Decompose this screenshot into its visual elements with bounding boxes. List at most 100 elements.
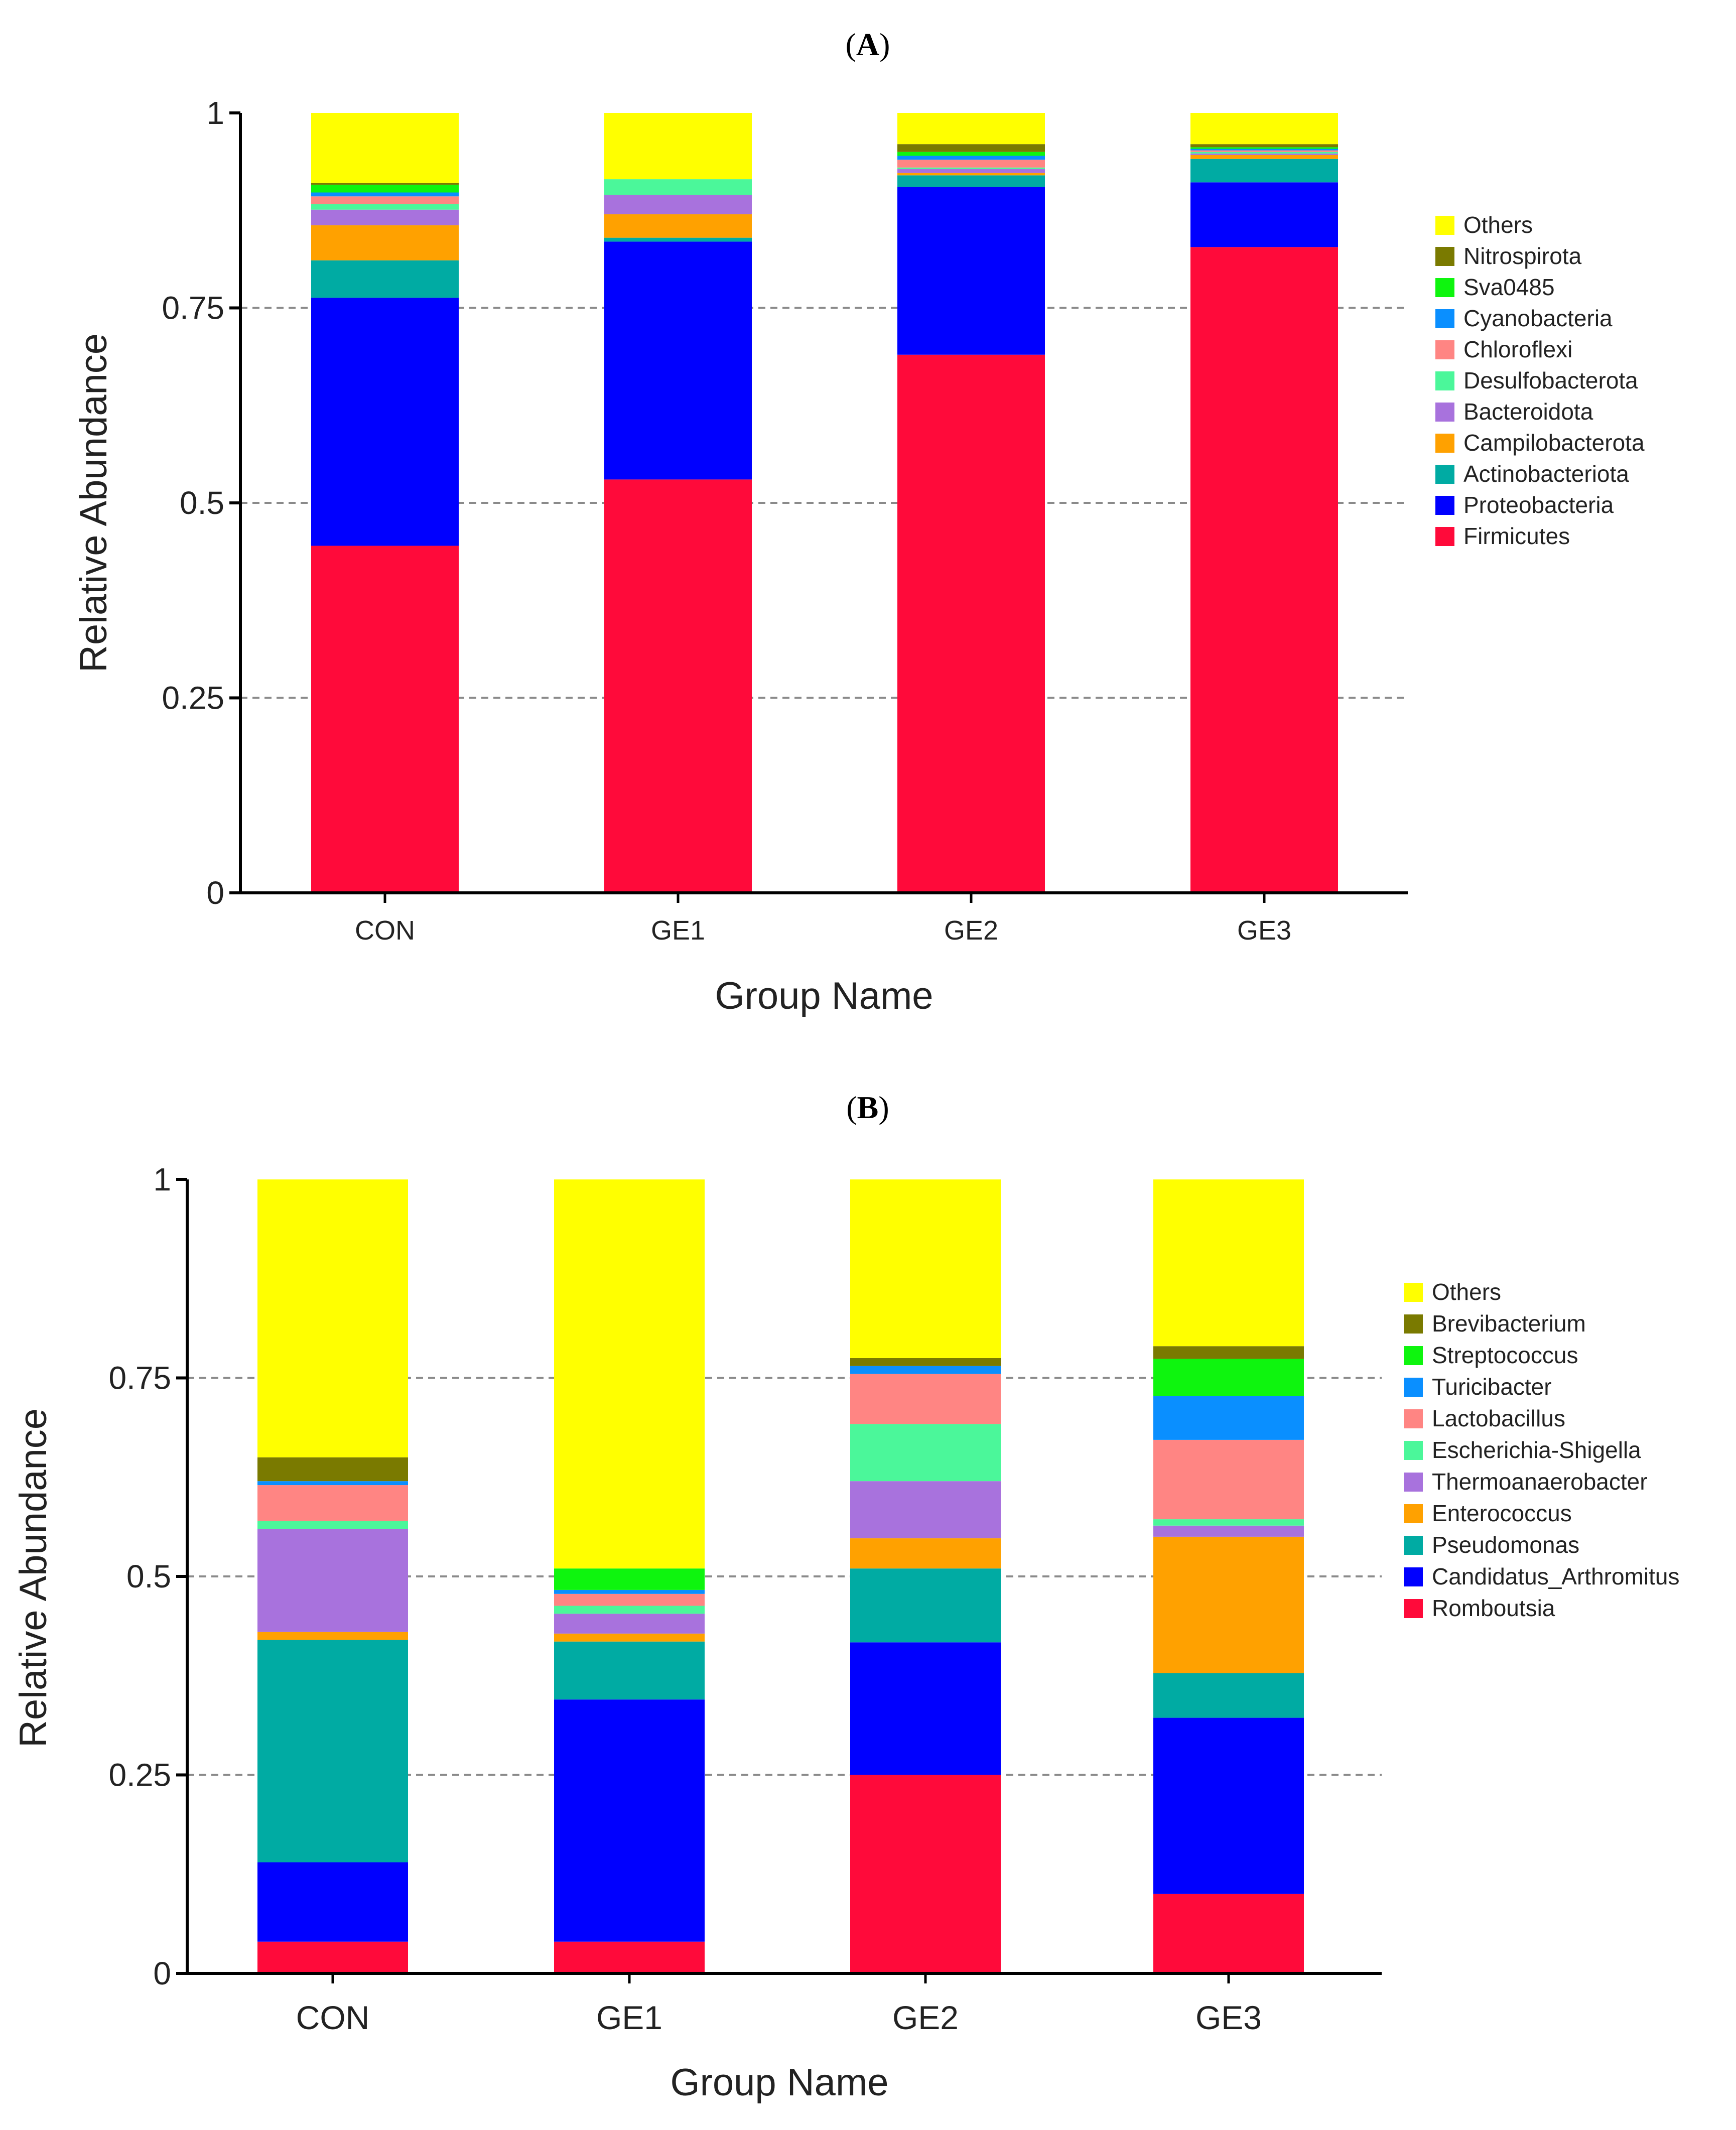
panel-b-y-tick-label: 0.5 xyxy=(126,1558,171,1594)
panel-b-y-tick-label: 0.75 xyxy=(108,1360,171,1396)
legend-swatch-chloroflexi xyxy=(1435,340,1454,359)
bar-ge3-chloroflexi xyxy=(1190,150,1338,152)
bar-ge3-turicibacter xyxy=(1153,1396,1304,1440)
legend-swatch-nitrospirota xyxy=(1435,247,1454,266)
legend-swatch-romboutsia xyxy=(1404,1599,1423,1618)
panel-a-y-tick-label: 0.75 xyxy=(162,290,224,326)
bar-ge1-romboutsia xyxy=(554,1941,705,1973)
bar-con-firmicutes xyxy=(311,546,459,893)
panel-b-x-tick-label-ge1: GE1 xyxy=(596,1999,662,2036)
bar-ge2-turicibacter xyxy=(850,1366,1001,1374)
bar-ge1-lactobacillus xyxy=(554,1593,705,1606)
bar-con-chloroflexi xyxy=(311,196,459,204)
panel-a-x-ticks: CON GE1 GE2 GE3 xyxy=(355,893,1291,946)
bar-ge2-firmicutes xyxy=(897,354,1045,893)
bar-ge1-turicibacter xyxy=(554,1589,705,1594)
bar-ge2-sva0485 xyxy=(897,152,1045,156)
bar-ge2-proteobacteria xyxy=(897,187,1045,355)
bar-con-others xyxy=(257,1179,408,1457)
bar-ge3-others xyxy=(1190,113,1338,145)
bar-con-enterococcus xyxy=(257,1632,408,1640)
bar-ge2-desulfobacterota xyxy=(897,167,1045,169)
legend-swatch-candidatus-arthromitus xyxy=(1404,1567,1423,1586)
bar-ge2-lactobacillus xyxy=(850,1374,1001,1424)
bar-ge2-nitrospirota xyxy=(897,144,1045,152)
panel-b-y-tick-label: 0 xyxy=(153,1955,171,1991)
legend-label-others: Others xyxy=(1463,212,1533,238)
bar-ge1-candidatus-arthromitus xyxy=(554,1699,705,1942)
legend-label-nitrospirota: Nitrospirota xyxy=(1463,243,1582,269)
bar-ge2-candidatus-arthromitus xyxy=(850,1642,1001,1775)
panel-a-x-tick-label-con: CON xyxy=(355,915,415,946)
legend-label-chloroflexi: Chloroflexi xyxy=(1463,336,1572,362)
panel-b-label: (B) xyxy=(846,1090,889,1125)
bar-ge3-cyanobacteria xyxy=(1190,149,1338,151)
bar-con-cyanobacteria xyxy=(311,192,459,197)
bar-ge3-streptococcus xyxy=(1153,1359,1304,1396)
legend-label-streptococcus: Streptococcus xyxy=(1432,1342,1578,1368)
legend-swatch-escherichia-shigella xyxy=(1404,1441,1423,1460)
bar-ge3-escherichia-shigella xyxy=(1153,1519,1304,1526)
bar-ge3-sva0485 xyxy=(1190,147,1338,149)
bar-ge3-desulfobacterota xyxy=(1190,152,1338,154)
bar-ge3-others xyxy=(1153,1179,1304,1347)
bar-con-thermoanaerobacter xyxy=(257,1529,408,1632)
bar-ge3-proteobacteria xyxy=(1190,182,1338,247)
legend-swatch-firmicutes xyxy=(1435,527,1454,546)
bar-con-others xyxy=(311,113,459,183)
bar-ge1-desulfobacterota xyxy=(604,179,752,195)
bar-con-romboutsia xyxy=(257,1941,408,1973)
panel-a-y-ticks: 0 0.25 0.5 0.75 1 xyxy=(162,95,240,911)
bar-ge2-escherichia-shigella xyxy=(850,1424,1001,1482)
panel-a-x-tick-label-ge1: GE1 xyxy=(651,915,705,946)
panel-a-y-tick-label: 0.5 xyxy=(180,485,224,521)
legend-swatch-campilobacterota xyxy=(1435,434,1454,453)
panel-a-y-tick-label: 0.25 xyxy=(162,680,224,716)
legend-label-campilobacterota: Campilobacterota xyxy=(1463,430,1645,456)
bar-ge2-pseudomonas xyxy=(850,1568,1001,1643)
panel-b-x-ticks: CON GE1 GE2 GE3 xyxy=(296,1973,1262,2036)
legend-label-firmicutes: Firmicutes xyxy=(1463,523,1570,549)
bar-con-candidatus-arthromitus xyxy=(257,1862,408,1942)
legend-swatch-others xyxy=(1435,216,1454,235)
bar-con-turicibacter xyxy=(257,1481,408,1486)
panel-b-x-tick-label-con: CON xyxy=(296,1999,370,2036)
bar-ge2-campilobacterota xyxy=(897,173,1045,176)
legend-label-turicibacter: Turicibacter xyxy=(1432,1374,1552,1400)
bar-con-proteobacteria xyxy=(311,298,459,546)
panel-a-y-tick-label: 1 xyxy=(206,95,224,131)
panel-a-x-tick-label-ge2: GE2 xyxy=(944,915,998,946)
bar-con-desulfobacterota xyxy=(311,204,459,210)
bar-ge1-actinobacteriota xyxy=(604,237,752,242)
panel-a-label: (A) xyxy=(846,27,890,62)
panel-b-y-ticks: 0 0.25 0.5 0.75 1 xyxy=(108,1161,187,1991)
panel-a-x-tick-label-ge3: GE3 xyxy=(1237,915,1291,946)
bar-ge1-streptococcus xyxy=(554,1568,705,1590)
bar-con-pseudomonas xyxy=(257,1640,408,1862)
bar-ge1-enterococcus xyxy=(554,1633,705,1642)
bar-ge2-brevibacterium xyxy=(850,1358,1001,1366)
bar-ge3-nitrospirota xyxy=(1190,144,1338,148)
legend-swatch-enterococcus xyxy=(1404,1504,1423,1523)
bar-con-sva0485 xyxy=(311,184,459,193)
bar-con-campilobacterota xyxy=(311,225,459,260)
legend-label-cyanobacteria: Cyanobacteria xyxy=(1463,305,1613,331)
bar-ge1-pseudomonas xyxy=(554,1641,705,1700)
panel-a-y-tick-label: 0 xyxy=(206,875,224,911)
legend-swatch-thermoanaerobacter xyxy=(1404,1473,1423,1492)
bar-ge3-campilobacterota xyxy=(1190,155,1338,159)
legend-label-brevibacterium: Brevibacterium xyxy=(1432,1310,1586,1337)
legend-label-actinobacteriota: Actinobacteriota xyxy=(1463,461,1629,487)
bar-ge3-romboutsia xyxy=(1153,1894,1304,1973)
bar-con-brevibacterium xyxy=(257,1457,408,1482)
legend-label-romboutsia: Romboutsia xyxy=(1432,1595,1555,1621)
panel-b-x-axis-title: Group Name xyxy=(670,2061,888,2104)
bar-ge1-campilobacterota xyxy=(604,214,752,238)
legend-swatch-others xyxy=(1404,1283,1423,1302)
panel-b-y-tick-label: 0.25 xyxy=(108,1757,171,1793)
legend-swatch-cyanobacteria xyxy=(1435,309,1454,328)
bar-ge3-actinobacteriota xyxy=(1190,159,1338,183)
panel-a: (A) 0 0.25 0.5 0.75 1 CON GE1 GE2 GE3 Group Nam… xyxy=(72,27,1645,1017)
legend-label-proteobacteria: Proteobacteria xyxy=(1463,492,1614,518)
